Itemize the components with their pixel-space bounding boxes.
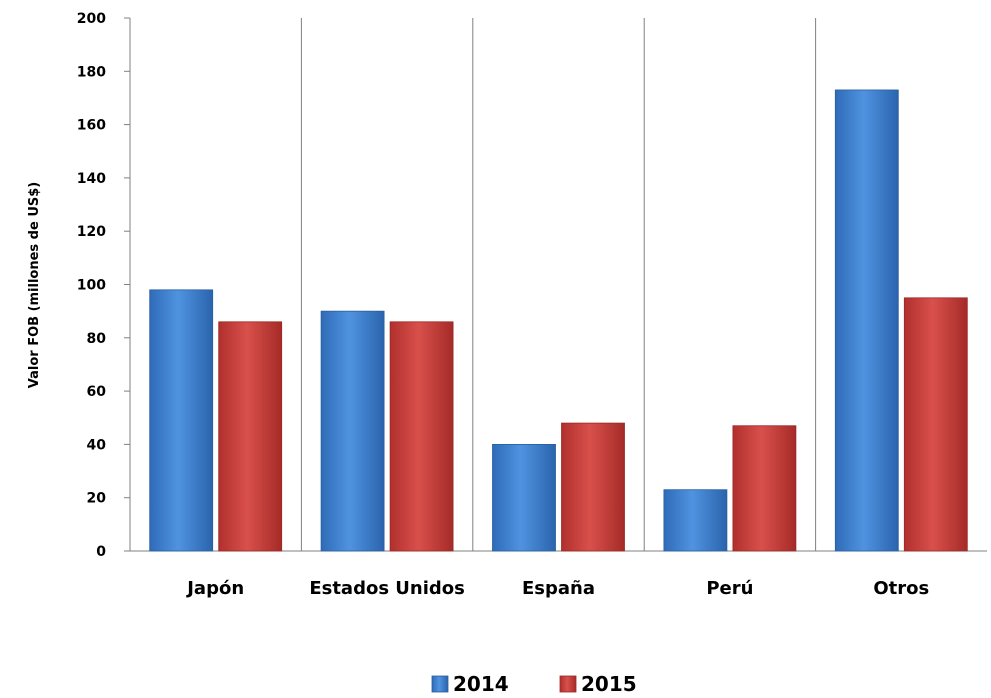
x-axis: Japón Estados Unidos España Perú Otros [185, 578, 929, 599]
legend-label-2015: 2015 [581, 672, 637, 696]
y-tick-label: 160 [77, 118, 106, 134]
bar-2015-0 [218, 321, 283, 552]
y-tick-label: 80 [87, 331, 107, 347]
bar-2014-4 [834, 89, 899, 552]
y-axis-label: Valor FOB (millones de US$) [27, 182, 42, 389]
bar-2015-1 [389, 321, 454, 552]
category-label: España [522, 578, 595, 599]
legend-swatch-2014 [431, 675, 449, 693]
bar-2014-1 [320, 310, 385, 552]
legend: 2014 2015 [431, 672, 637, 696]
y-tick-label: 40 [87, 437, 107, 453]
y-tick-label: 20 [87, 491, 107, 507]
y-axis-label-group: Valor FOB (millones de US$) [27, 182, 42, 389]
category-label: Otros [873, 578, 929, 599]
bars [149, 89, 968, 552]
category-label: Estados Unidos [309, 578, 465, 599]
y-tick-label: 180 [77, 64, 106, 80]
y-tick-label: 140 [77, 171, 106, 187]
y-tick-label: 120 [77, 224, 106, 240]
bar-2015-2 [561, 422, 625, 552]
y-tick-label: 0 [96, 544, 106, 560]
category-label: Japón [185, 578, 244, 599]
bar-2015-3 [732, 425, 797, 552]
bar-2014-3 [663, 489, 728, 552]
bar-2014-0 [149, 289, 214, 552]
y-tick-label: 100 [77, 278, 106, 294]
y-tick-label: 60 [87, 384, 107, 400]
y-tick-label: 200 [77, 11, 106, 27]
legend-swatch-2015 [559, 675, 577, 693]
bar-2015-4 [903, 297, 968, 552]
y-axis: 0 20 40 60 80 100 120 140 160 180 200 [77, 11, 130, 560]
legend-label-2014: 2014 [453, 672, 509, 696]
category-label: Perú [706, 578, 753, 599]
bar-2014-2 [492, 443, 556, 552]
